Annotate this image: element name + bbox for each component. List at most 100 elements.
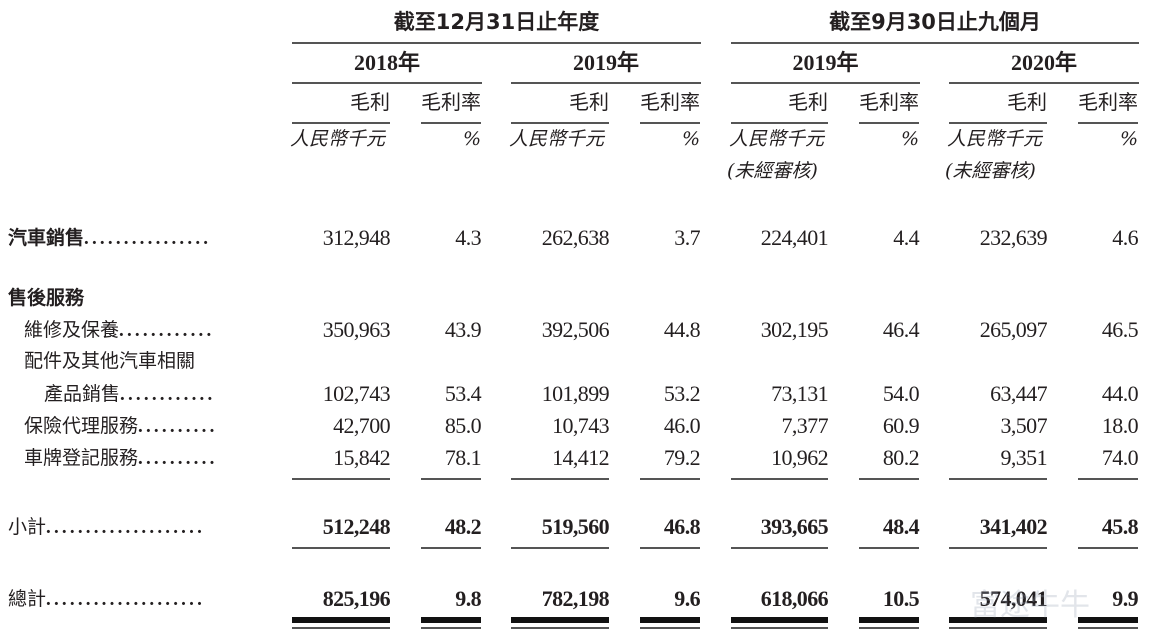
colhead-rule bbox=[292, 122, 390, 124]
subtotal-top-rule bbox=[421, 478, 481, 480]
subtotal-top-rule bbox=[640, 478, 700, 480]
unit-percent: % bbox=[900, 128, 919, 150]
cell-value: 60.9 bbox=[882, 413, 920, 438]
subtotal-value: 48.2 bbox=[444, 514, 482, 539]
cell-value: 42,700 bbox=[333, 413, 391, 438]
unit-percent: % bbox=[1119, 128, 1138, 150]
total-value: 10.5 bbox=[882, 586, 920, 611]
subtotal-bottom-rule bbox=[421, 547, 481, 549]
cell-value: 54.0 bbox=[882, 381, 920, 406]
unit-percent: % bbox=[681, 128, 700, 150]
subtotal-top-rule bbox=[731, 478, 828, 480]
colhead-rule bbox=[859, 122, 919, 124]
cell-value: 350,963 bbox=[322, 317, 391, 342]
total-value: 9.8 bbox=[455, 586, 481, 611]
row-label-total: 總計.................... bbox=[8, 588, 206, 610]
period-title-9m: 截至9月30日止九個月 bbox=[829, 10, 1041, 34]
total-double-rule bbox=[640, 617, 700, 623]
cell-value: 46.0 bbox=[663, 413, 701, 438]
cell-value: 80.2 bbox=[882, 445, 920, 470]
total-double-rule bbox=[511, 627, 609, 629]
colhead-rule bbox=[731, 122, 828, 124]
cell-value: 18.0 bbox=[1101, 413, 1139, 438]
col-margin: 毛利率 bbox=[1078, 90, 1138, 114]
cell-value: 53.2 bbox=[663, 381, 701, 406]
subtotal-bottom-rule bbox=[640, 547, 700, 549]
subtotal-bottom-rule bbox=[511, 547, 609, 549]
year-rule bbox=[511, 82, 701, 84]
subtotal-top-rule bbox=[292, 478, 390, 480]
subtotal-value: 46.8 bbox=[663, 514, 701, 539]
year-rule bbox=[949, 82, 1139, 84]
unit-rmb-thousands: 人民幣千元 bbox=[290, 128, 386, 150]
subtotal-top-rule bbox=[859, 478, 919, 480]
section-header-after-sales: 售後服務 bbox=[8, 287, 85, 309]
col-gross-profit: 毛利 bbox=[1007, 90, 1047, 114]
total-double-rule bbox=[1078, 617, 1138, 623]
cell-value: 63,447 bbox=[990, 381, 1048, 406]
colhead-rule bbox=[421, 122, 481, 124]
total-double-rule bbox=[292, 617, 390, 623]
cell-value: 79.2 bbox=[663, 445, 701, 470]
total-double-rule bbox=[511, 617, 609, 623]
cell-value: 78.1 bbox=[444, 445, 482, 470]
total-double-rule bbox=[859, 627, 919, 629]
year-2019-fy: 2019年 bbox=[572, 50, 639, 75]
total-value: 9.6 bbox=[674, 586, 700, 611]
total-double-rule bbox=[292, 627, 390, 629]
cell-value: 232,639 bbox=[979, 225, 1048, 250]
total-value: 782,198 bbox=[541, 586, 610, 611]
cell-value: 10,743 bbox=[552, 413, 610, 438]
unit-percent: % bbox=[462, 128, 481, 150]
cell-value: 312,948 bbox=[322, 225, 391, 250]
subtotal-value: 519,560 bbox=[541, 514, 610, 539]
subtotal-value: 341,402 bbox=[979, 514, 1048, 539]
colhead-rule bbox=[949, 122, 1047, 124]
subtotal-value: 45.8 bbox=[1101, 514, 1139, 539]
row-label-plate-registration: 車牌登記服務.......... bbox=[24, 447, 218, 469]
cell-value: 15,842 bbox=[333, 445, 391, 470]
cell-value: 85.0 bbox=[444, 413, 482, 438]
cell-value: 4.4 bbox=[893, 225, 919, 250]
year-2019-9m: 2019年 bbox=[792, 50, 859, 75]
row-label-repair-maintenance: 維修及保養............ bbox=[24, 319, 215, 341]
cell-value: 43.9 bbox=[444, 317, 482, 342]
subtotal-bottom-rule bbox=[949, 547, 1047, 549]
row-label-vehicle-sales: 汽車銷售................ bbox=[8, 227, 212, 249]
year-rule bbox=[292, 82, 482, 84]
total-double-rule bbox=[1078, 627, 1138, 629]
subtotal-value: 393,665 bbox=[760, 514, 829, 539]
cell-value: 302,195 bbox=[760, 317, 829, 342]
subtotal-bottom-rule bbox=[731, 547, 828, 549]
cell-value: 74.0 bbox=[1101, 445, 1139, 470]
subtotal-bottom-rule bbox=[1078, 547, 1138, 549]
row-label-parts-line1: 配件及其他汽車相關 bbox=[24, 350, 196, 372]
total-double-rule bbox=[421, 617, 481, 623]
cell-value: 265,097 bbox=[979, 317, 1048, 342]
total-value: 825,196 bbox=[322, 586, 391, 611]
period-title-fy: 截至12月31日止年度 bbox=[393, 10, 600, 34]
cell-value: 262,638 bbox=[541, 225, 610, 250]
cell-value: 44.0 bbox=[1101, 381, 1139, 406]
period-rule-9m bbox=[731, 42, 1139, 44]
subtotal-top-rule bbox=[949, 478, 1047, 480]
cell-value: 3,507 bbox=[1000, 413, 1047, 438]
cell-value: 3.7 bbox=[674, 225, 700, 250]
colhead-rule bbox=[1078, 122, 1138, 124]
col-gross-profit: 毛利 bbox=[788, 90, 828, 114]
cell-value: 14,412 bbox=[552, 445, 610, 470]
row-label-parts-product-sales: 產品銷售............ bbox=[44, 383, 216, 405]
cell-value: 44.8 bbox=[663, 317, 701, 342]
cell-value: 10,962 bbox=[771, 445, 829, 470]
subtotal-value: 48.4 bbox=[882, 514, 920, 539]
col-margin: 毛利率 bbox=[421, 90, 481, 114]
col-gross-profit: 毛利 bbox=[350, 90, 390, 114]
subtotal-bottom-rule bbox=[292, 547, 390, 549]
total-value: 9.9 bbox=[1112, 586, 1138, 611]
cell-value: 392,506 bbox=[541, 317, 610, 342]
total-value: 574,041 bbox=[979, 586, 1048, 611]
col-margin: 毛利率 bbox=[859, 90, 919, 114]
year-2018: 2018年 bbox=[353, 50, 420, 75]
colhead-rule bbox=[640, 122, 700, 124]
cell-value: 53.4 bbox=[444, 381, 482, 406]
